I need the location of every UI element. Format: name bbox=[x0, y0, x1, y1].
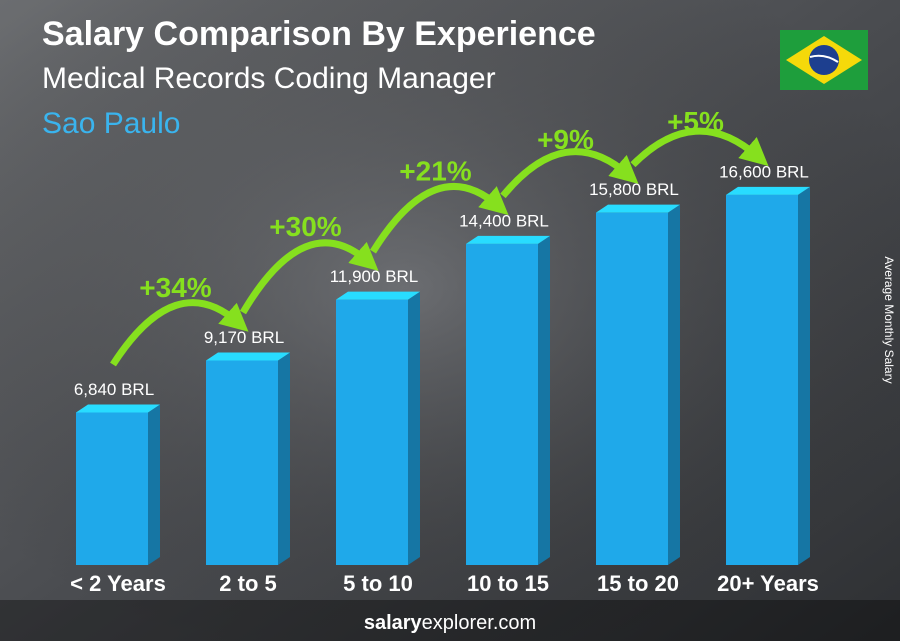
value-label: 11,900 BRL bbox=[330, 267, 419, 286]
footer-domain: explorer.com bbox=[422, 612, 537, 634]
value-label: 15,800 BRL bbox=[589, 180, 679, 199]
bar-side bbox=[798, 186, 810, 565]
bar bbox=[466, 235, 550, 565]
bar-front bbox=[596, 212, 668, 565]
x-tick-label: 10 to 15 bbox=[467, 571, 549, 596]
x-tick-label: 15 to 20 bbox=[597, 571, 679, 596]
value-label: 14,400 BRL bbox=[459, 211, 549, 230]
growth-label: +9% bbox=[537, 124, 594, 155]
growth-arrow bbox=[370, 182, 509, 254]
growth-label: +21% bbox=[399, 155, 471, 186]
bar-side bbox=[148, 404, 160, 565]
bar bbox=[336, 291, 420, 565]
x-tick-label: 5 to 10 bbox=[343, 571, 413, 596]
bar-side bbox=[278, 352, 290, 565]
growth-label: +5% bbox=[667, 106, 724, 137]
bar-front bbox=[336, 299, 408, 565]
bar-top bbox=[726, 186, 810, 195]
growth-arrow bbox=[239, 239, 379, 315]
bar-side bbox=[668, 204, 680, 565]
bar-top bbox=[336, 291, 420, 300]
flag bbox=[780, 30, 868, 90]
bar-top bbox=[596, 204, 680, 213]
bar-front bbox=[206, 360, 278, 565]
bar bbox=[596, 204, 680, 565]
bar-top bbox=[466, 235, 550, 244]
growth-arrow bbox=[500, 148, 639, 199]
x-tick-label: 20+ Years bbox=[717, 571, 819, 596]
value-label: 6,840 BRL bbox=[74, 380, 154, 399]
chart-title: Salary Comparison By Experience bbox=[42, 15, 596, 53]
footer: salaryexplorer.com bbox=[364, 612, 536, 634]
bar-top bbox=[206, 352, 290, 361]
bar-front bbox=[76, 412, 148, 565]
value-label: 9,170 BRL bbox=[204, 328, 284, 347]
bar bbox=[206, 352, 290, 565]
bar-side bbox=[408, 291, 420, 565]
x-tick-label: < 2 Years bbox=[70, 571, 166, 596]
growth-arrow bbox=[630, 127, 769, 168]
bar bbox=[76, 404, 160, 565]
footer-band bbox=[0, 600, 900, 641]
bar-side bbox=[538, 235, 550, 565]
chart-subtitle: Medical Records Coding Manager bbox=[42, 62, 496, 95]
bar-front bbox=[466, 243, 538, 565]
location: Sao Paulo bbox=[42, 107, 180, 140]
y-axis-label: Average Monthly Salary bbox=[882, 256, 896, 383]
growth-label: +34% bbox=[139, 272, 211, 303]
bar-top bbox=[76, 404, 160, 413]
value-label: 16,600 BRL bbox=[719, 162, 809, 181]
growth-arrow bbox=[110, 299, 249, 367]
x-tick-label: 2 to 5 bbox=[219, 571, 276, 596]
growth-label: +30% bbox=[269, 211, 341, 242]
bar-front bbox=[726, 194, 798, 565]
footer-brand: salary bbox=[364, 612, 423, 634]
bar bbox=[726, 186, 810, 565]
